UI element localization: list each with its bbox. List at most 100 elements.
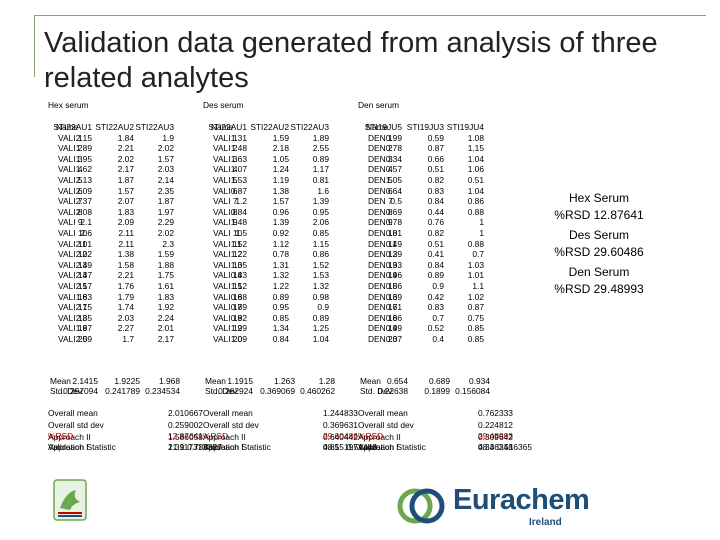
table-cell: 2.09 xyxy=(117,217,134,228)
std-dev-cell: 0.241789 xyxy=(105,386,140,396)
table-cell: 0.57 xyxy=(385,164,402,175)
table-cell: 0.89 xyxy=(312,312,329,323)
table-cell: 2.02 xyxy=(75,249,92,260)
table-cell: VALI 10 xyxy=(58,228,88,238)
table-cell: 1.52 xyxy=(312,259,329,270)
table-cell: 1.05 xyxy=(385,175,402,185)
table-cell: 0.4 xyxy=(432,334,444,344)
table-cell: 0.85 xyxy=(312,228,329,238)
table-cell: 0.86 xyxy=(467,196,484,207)
stat-value-2: 0.51448 xyxy=(346,442,377,452)
stat-label: Validation Statistic xyxy=(203,442,271,452)
table-cell: 1.57 xyxy=(117,185,134,196)
table-cell: 2.02 xyxy=(157,143,174,154)
table-cell: 1.88 xyxy=(157,259,174,270)
table-cell: 1.58 xyxy=(117,259,134,270)
table-cell: 1.59 xyxy=(157,249,174,260)
table-cell: DEN 1 xyxy=(368,132,393,143)
stat-label: %RSD xyxy=(203,431,229,441)
table-cell: 1.25 xyxy=(312,323,329,334)
table-cell: VALI 17 xyxy=(58,302,88,313)
approach-label: Approach I xyxy=(48,442,89,452)
table-cell: 0.81 xyxy=(312,175,329,185)
table-cell: 2.06 xyxy=(312,217,329,228)
table-cell: 1.08 xyxy=(467,132,484,143)
table-cell: 1.57 xyxy=(157,153,174,164)
table-cell: VALI 17 xyxy=(213,302,243,313)
table-cell: 0.82 xyxy=(427,175,444,185)
table-cell: 1.6 xyxy=(317,185,329,196)
approach-value: 1.586058 xyxy=(168,432,203,442)
approach-value: 0.640442 xyxy=(323,432,358,442)
table-cell: VALI 12 xyxy=(213,249,243,260)
table-cell: DEN 12 xyxy=(368,249,398,260)
summary-hex-heading: Hex Serum xyxy=(568,191,630,205)
table-cell: VALI 8 xyxy=(58,206,83,217)
table-cell: 0.51 xyxy=(427,238,444,249)
table-cell: 0.64 xyxy=(385,185,402,196)
table-cell: 1.89 xyxy=(312,132,329,143)
slide-frame-left xyxy=(34,15,35,77)
stat-label: Overall std dev xyxy=(203,420,259,430)
table-cell: VALI 19 xyxy=(213,323,243,334)
mean-cell: 1.968 xyxy=(159,376,180,386)
table-cell: 1.79 xyxy=(117,291,134,302)
table-cell: VALI 7 xyxy=(58,196,83,207)
table-cell: 1.12 xyxy=(230,281,247,291)
table-cell: 0.78 xyxy=(272,249,289,260)
mean-cell: Mean xyxy=(50,376,71,386)
table-cell: 0.82 xyxy=(427,228,444,238)
table-cell: 0.9 xyxy=(317,302,329,313)
table-cell: DEN 16 xyxy=(368,291,398,302)
std-dev-cell: 0.369069 xyxy=(260,386,295,396)
table-cell: DEN 6 xyxy=(368,185,393,196)
column-header: STI22AU3 xyxy=(135,122,174,132)
table-cell: VALI 6 xyxy=(213,185,238,196)
summary-hex-serum: Hex Serum %RSD 12.87641 xyxy=(524,190,674,224)
table-cell: 2.17 xyxy=(117,164,134,175)
stat-value: 0.762333 xyxy=(478,408,513,418)
table-cell: 1.06 xyxy=(467,164,484,175)
mean-cell: 1.28 xyxy=(318,376,335,386)
table-cell: 1.04 xyxy=(467,185,484,196)
table-cell: 1.57 xyxy=(272,196,289,207)
column-header: STI22AU2 xyxy=(95,122,134,132)
table-cell: 1.52 xyxy=(230,238,247,249)
table-cell: 0.51 xyxy=(427,164,444,175)
summary-des-value: %RSD 29.60486 xyxy=(554,245,644,259)
table-cell: 0.83 xyxy=(427,302,444,313)
column-header: STI19JU5 xyxy=(364,122,402,132)
table-cell: 2.37 xyxy=(75,270,92,281)
stat-label: Overall std dev xyxy=(48,420,104,430)
logo-subtitle: Ireland xyxy=(529,517,562,528)
table-cell: VALI 8 xyxy=(213,206,238,217)
table-cell: 0.69 xyxy=(385,206,402,217)
stat-label: Overall mean xyxy=(358,408,408,418)
table-cell: VALI 11 xyxy=(58,238,87,249)
table-cell: 0.86 xyxy=(385,281,402,291)
table-cell: 2.35 xyxy=(75,312,92,323)
table-cell: 2.07 xyxy=(117,196,134,207)
table-cell: 2.15 xyxy=(75,302,92,313)
table-cell: 0.88 xyxy=(467,238,484,249)
mean-cell: 0.934 xyxy=(469,376,490,386)
table-cell: 1.2 xyxy=(235,196,247,207)
stat-value: 12.87641 xyxy=(168,431,203,441)
table-cell: 1.97 xyxy=(157,206,174,217)
stat-label: Validation Statistic xyxy=(358,442,426,452)
table-cell: 0.86 xyxy=(312,249,329,260)
column-header: STI22AU1 xyxy=(53,122,92,132)
std-dev-cell: 0.156084 xyxy=(455,386,490,396)
table-cell: 1.15 xyxy=(467,143,484,154)
table-cell: 1.5 xyxy=(235,228,247,238)
table-cell: 0.99 xyxy=(385,132,402,143)
table-cell: 0.89 xyxy=(230,302,247,313)
table-cell: 2.17 xyxy=(157,334,174,344)
table-cell: 1.87 xyxy=(117,175,134,185)
table-cell: 1.84 xyxy=(117,132,134,143)
table-cell: 0.39 xyxy=(385,249,402,260)
table-cell: 2.02 xyxy=(157,228,174,238)
stat-value: 0.259002 xyxy=(168,420,203,430)
stat-value: 48.55197 xyxy=(323,442,358,452)
table-cell: VALI 2 xyxy=(213,143,238,154)
